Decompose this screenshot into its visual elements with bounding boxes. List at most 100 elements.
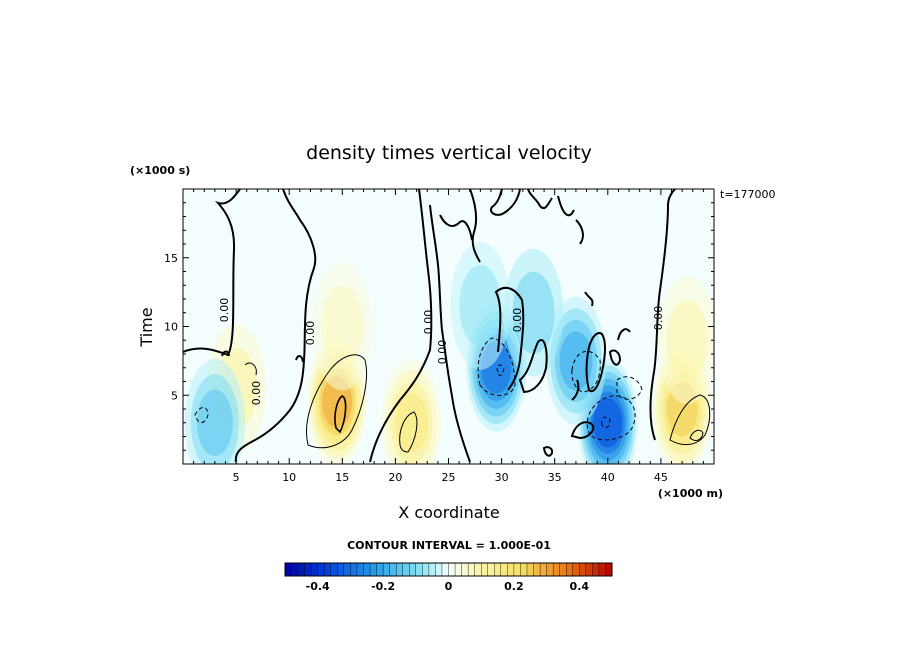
colorbar-cell <box>441 562 449 577</box>
contour-label: 0.00 <box>436 340 449 365</box>
colorbar-cell <box>513 562 521 577</box>
colorbar-cell <box>539 562 548 577</box>
colorbar-cell <box>559 562 567 577</box>
contour-label: 0.00 <box>218 298 231 323</box>
colorbar-cell <box>324 562 332 577</box>
anomaly-layer <box>321 285 364 368</box>
colorbar-cell <box>467 562 476 577</box>
negative-anomaly <box>503 248 564 377</box>
colorbar-tick-label: 0.2 <box>504 580 524 593</box>
x-axis-title: X coordinate <box>398 503 499 522</box>
colorbar-cell <box>291 562 299 577</box>
colorbar-cell <box>552 562 561 577</box>
x-tick-label: 30 <box>495 471 509 484</box>
colorbar-frame <box>284 562 613 577</box>
negative-anomaly <box>450 241 511 370</box>
colorbar-cell <box>310 562 319 577</box>
contour-label: 0.00 <box>250 381 263 406</box>
colorbar-cell <box>605 562 613 577</box>
colorbar-cell <box>317 562 325 577</box>
x-tick-label: 40 <box>601 471 615 484</box>
colorbar-cell <box>507 562 515 577</box>
colorbar-cell <box>389 562 397 577</box>
timestamp-label: t=177000 <box>720 188 776 201</box>
contour-interval-label: CONTOUR INTERVAL = 1.000E-01 <box>347 539 551 552</box>
colorbar-cell <box>579 562 587 577</box>
x-tick-label: 15 <box>335 471 349 484</box>
colorbar-cell <box>422 562 430 577</box>
anomaly-layer <box>394 393 428 453</box>
axes: 5 10 15 20 25 30 35 40 45 5 10 15 <box>164 189 714 484</box>
anomaly-layer <box>196 389 233 457</box>
negative-anomaly <box>184 358 245 464</box>
colorbar-cell <box>350 562 358 577</box>
colorbar-cell <box>592 562 600 577</box>
positive-anomaly <box>312 262 373 391</box>
colorbar-cell <box>330 562 338 577</box>
x-tick-label: 10 <box>282 471 296 484</box>
colorbar: -0.4 -0.2 0 0.2 0.4 <box>284 562 613 593</box>
colorbar-cell <box>454 562 463 577</box>
x-tick-label: 25 <box>442 471 456 484</box>
plot-field: 0.00 0.00 0.00 0.00 0.00 0.00 0.00 <box>183 189 714 464</box>
contour-label: 0.00 <box>652 306 665 331</box>
colorbar-cell <box>297 562 306 577</box>
colorbar-tick-label: -0.2 <box>371 580 395 593</box>
y-tick-label: 5 <box>171 389 178 402</box>
colorbar-tick-label: 0 <box>445 580 453 593</box>
colorbar-cell <box>598 562 606 577</box>
colorbar-cell <box>494 562 502 577</box>
colorbar-cell <box>376 562 384 577</box>
x-unit-label: (×1000 m) <box>658 487 723 500</box>
colorbar-cell <box>448 562 456 577</box>
colorbar-cell <box>566 562 574 577</box>
zero-contour-labels: 0.00 0.00 0.00 0.00 0.00 0.00 0.00 <box>218 298 665 406</box>
colorbar-cell <box>382 562 391 577</box>
y-tick-label: 15 <box>164 252 178 265</box>
colorbar-tick-label: 0.4 <box>570 580 590 593</box>
colorbar-cell <box>415 562 423 577</box>
anomaly-layer <box>666 299 709 382</box>
y-axis-title: Time <box>137 307 156 347</box>
anomaly-layer <box>559 331 593 391</box>
chart-title: density times vertical velocity <box>306 142 592 164</box>
colorbar-cell <box>487 562 495 577</box>
colorbar-cell <box>284 562 293 577</box>
colorbar-cell <box>481 562 489 577</box>
x-tick-label: 20 <box>388 471 402 484</box>
contour-label: 0.00 <box>511 308 524 333</box>
x-tick-label: 35 <box>548 471 562 484</box>
colorbar-cell <box>520 562 528 577</box>
colorbar-cell <box>428 562 436 577</box>
colorbar-cell <box>402 562 410 577</box>
colorbar-cell <box>409 562 417 577</box>
colorbar-tick-label: -0.4 <box>306 580 330 593</box>
colorbar-cell <box>572 562 580 577</box>
colorbar-cell <box>343 562 351 577</box>
anomaly-layer <box>459 264 502 347</box>
colorbar-cell <box>337 562 345 577</box>
colorbar-cell <box>526 562 535 577</box>
colorbar-cell <box>585 562 593 577</box>
field-blobs <box>184 241 714 464</box>
colorbar-cell <box>435 562 443 577</box>
positive-anomaly <box>381 358 442 464</box>
colorbar-cell <box>363 562 371 577</box>
colorbar-cell <box>546 562 554 577</box>
colorbar-cell <box>304 562 312 577</box>
contour-label: 0.00 <box>422 310 435 335</box>
y-tick-label: 10 <box>164 321 178 334</box>
anomaly-layer <box>593 398 623 448</box>
colorbar-cell <box>356 562 364 577</box>
contour-label: 0.00 <box>304 321 317 346</box>
colorbar-cell <box>474 562 482 577</box>
colorbar-cell <box>461 562 469 577</box>
colorbar-cell <box>533 562 541 577</box>
colorbar-cell <box>395 562 404 577</box>
colorbar-cell <box>500 562 508 577</box>
contour-lines <box>183 189 711 463</box>
y-unit-label: (×1000 s) <box>130 164 190 177</box>
x-tick-label: 5 <box>233 471 240 484</box>
x-tick-label: 45 <box>654 471 668 484</box>
